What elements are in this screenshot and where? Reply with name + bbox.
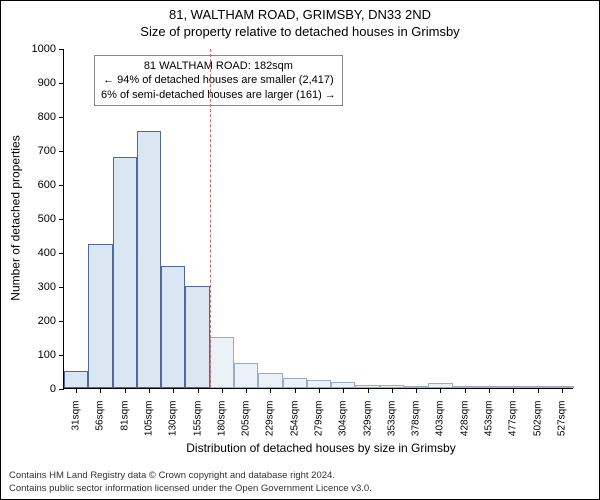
x-tick: [538, 388, 539, 393]
footer-line1: Contains HM Land Registry data © Crown c…: [9, 470, 372, 482]
histogram-bar: [64, 371, 88, 388]
x-tick-label: 105sqm: [144, 401, 155, 451]
y-tick-label: 500: [38, 213, 56, 225]
x-tick: [319, 388, 320, 393]
x-tick-label: 31sqm: [71, 401, 82, 451]
y-tick-label: 300: [38, 281, 56, 293]
y-tick-label: 1000: [32, 43, 56, 55]
x-tick: [368, 388, 369, 393]
y-tick: [59, 287, 64, 288]
annotation-line2: ← 94% of detached houses are smaller (2,…: [101, 73, 336, 87]
y-tick: [59, 355, 64, 356]
x-tick: [246, 388, 247, 393]
x-tick: [343, 388, 344, 393]
histogram-bar: [258, 373, 282, 388]
y-axis-title: Number of detached properties: [9, 135, 23, 300]
histogram-bar: [161, 266, 185, 388]
y-tick: [59, 117, 64, 118]
footer-attribution: Contains HM Land Registry data © Crown c…: [9, 470, 372, 495]
histogram-bar: [113, 157, 137, 388]
annotation-box: 81 WALTHAM ROAD: 182sqm ← 94% of detache…: [94, 55, 343, 106]
x-tick: [489, 388, 490, 393]
y-tick-label: 200: [38, 315, 56, 327]
y-tick: [59, 321, 64, 322]
y-tick-label: 0: [50, 383, 56, 395]
x-tick: [270, 388, 271, 393]
title-address: 81, WALTHAM ROAD, GRIMSBY, DN33 2ND: [1, 7, 599, 22]
x-tick-label: 81sqm: [119, 401, 130, 451]
y-tick-label: 100: [38, 349, 56, 361]
x-tick: [173, 388, 174, 393]
histogram-bar: [283, 378, 307, 388]
title-subtitle: Size of property relative to detached ho…: [1, 24, 599, 39]
x-tick: [149, 388, 150, 393]
annotation-line1: 81 WALTHAM ROAD: 182sqm: [101, 59, 336, 73]
y-tick-label: 600: [38, 179, 56, 191]
x-tick: [562, 388, 563, 393]
x-tick-label: 527sqm: [556, 401, 567, 451]
x-tick: [198, 388, 199, 393]
x-tick: [222, 388, 223, 393]
histogram-bar: [210, 337, 234, 388]
histogram-bar: [88, 244, 112, 389]
x-tick: [416, 388, 417, 393]
histogram-bar: [185, 286, 209, 388]
y-tick-label: 700: [38, 145, 56, 157]
y-tick: [59, 83, 64, 84]
chart-container: 81, WALTHAM ROAD, GRIMSBY, DN33 2ND Size…: [0, 0, 600, 500]
y-tick-label: 800: [38, 111, 56, 123]
chart-plot-area: 81 WALTHAM ROAD: 182sqm ← 94% of detache…: [63, 49, 573, 389]
x-tick: [513, 388, 514, 393]
x-tick-label: 502sqm: [532, 401, 543, 451]
x-tick: [440, 388, 441, 393]
x-tick-label: 56sqm: [95, 401, 106, 451]
histogram-bar: [234, 363, 258, 389]
x-tick-label: 477sqm: [508, 401, 519, 451]
x-axis-title: Distribution of detached houses by size …: [161, 441, 481, 455]
x-tick: [465, 388, 466, 393]
y-tick: [59, 389, 64, 390]
x-tick: [76, 388, 77, 393]
y-tick-label: 900: [38, 77, 56, 89]
x-tick: [100, 388, 101, 393]
x-tick-label: 453sqm: [484, 401, 495, 451]
x-tick: [125, 388, 126, 393]
x-tick: [392, 388, 393, 393]
footer-line2: Contains public sector information licen…: [9, 483, 372, 495]
annotation-line3: 6% of semi-detached houses are larger (1…: [101, 88, 336, 102]
y-tick: [59, 219, 64, 220]
y-tick: [59, 151, 64, 152]
y-tick-label: 400: [38, 247, 56, 259]
reference-line: [210, 49, 211, 388]
y-tick: [59, 49, 64, 50]
histogram-bar: [137, 131, 161, 388]
x-tick: [295, 388, 296, 393]
histogram-bar: [307, 380, 331, 389]
y-tick: [59, 253, 64, 254]
y-tick: [59, 185, 64, 186]
